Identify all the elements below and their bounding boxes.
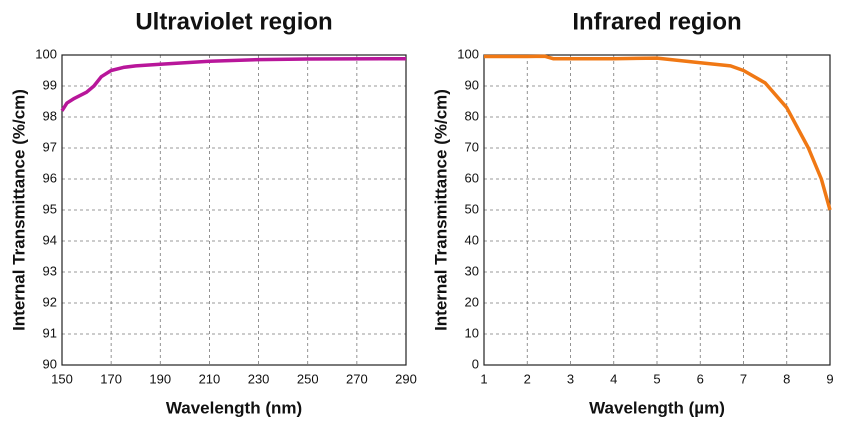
y-tick-label: 93 (43, 263, 57, 278)
plot-frame (61, 54, 407, 366)
data-line (484, 54, 832, 211)
y-tick-label: 70 (465, 139, 479, 154)
y-axis-label: Internal Transmittance (%/cm) (9, 89, 28, 331)
y-tick-label: 99 (43, 77, 57, 92)
y-tick-label: 90 (43, 356, 57, 371)
y-tick-label: 95 (43, 201, 57, 216)
x-tick-label: 7 (740, 371, 747, 386)
x-tick-label: 4 (610, 371, 617, 386)
y-axis-label: Internal Transmittance (%/cm) (431, 89, 450, 331)
y-tick-label: 100 (35, 46, 57, 61)
x-tick-label: 6 (697, 371, 704, 386)
y-tick-label: 50 (465, 201, 479, 216)
x-tick-label: 230 (248, 371, 270, 386)
y-tick-label: 90 (465, 77, 479, 92)
y-tick-label: 20 (465, 294, 479, 309)
y-tick-label: 97 (43, 139, 57, 154)
y-tick-label: 94 (43, 232, 57, 247)
y-tick-label: 60 (465, 170, 479, 185)
x-tick-label: 3 (567, 371, 574, 386)
y-tick-label: 91 (43, 325, 57, 340)
x-tick-label: 5 (653, 371, 660, 386)
y-tick-label: 10 (465, 325, 479, 340)
x-tick-label: 270 (346, 371, 368, 386)
data-line (60, 56, 407, 112)
x-axis-label: Wavelength (µm) (589, 398, 725, 417)
x-tick-label: 290 (395, 371, 417, 386)
y-tick-label: 40 (465, 232, 479, 247)
x-tick-label: 170 (100, 371, 122, 386)
y-tick-label: 100 (457, 46, 479, 61)
y-tick-label: 30 (465, 263, 479, 278)
y-tick-label: 92 (43, 294, 57, 309)
x-tick-label: 1 (480, 371, 487, 386)
x-tick-label: 8 (783, 371, 790, 386)
x-axis-label: Wavelength (nm) (166, 398, 302, 417)
chart-title: Infrared region (572, 8, 741, 35)
y-tick-label: 96 (43, 170, 57, 185)
y-tick-label: 80 (465, 108, 479, 123)
x-tick-label: 9 (826, 371, 833, 386)
y-tick-label: 0 (472, 356, 479, 371)
x-tick-label: 150 (51, 371, 73, 386)
x-tick-label: 190 (149, 371, 171, 386)
x-tick-label: 210 (199, 371, 221, 386)
y-tick-label: 98 (43, 108, 57, 123)
x-tick-label: 250 (297, 371, 319, 386)
x-tick-label: 2 (524, 371, 531, 386)
chart-title: Ultraviolet region (135, 8, 332, 35)
